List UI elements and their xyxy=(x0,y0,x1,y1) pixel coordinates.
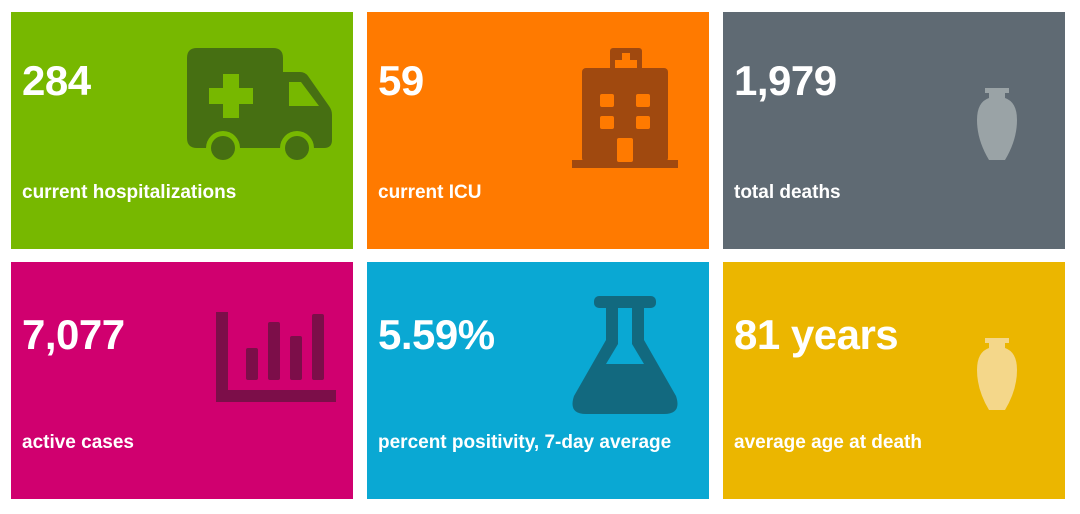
stat-value: 81 years xyxy=(734,311,899,358)
urn-icon xyxy=(977,338,1017,410)
stat-tile-average-age-at-death: 81 years average age at death xyxy=(723,262,1065,499)
ambulance-icon xyxy=(187,48,332,165)
stat-value: 59 xyxy=(378,57,424,104)
flask-icon xyxy=(572,296,678,414)
stat-tile-active-cases: 7,077 active cases xyxy=(11,262,353,499)
urn-icon xyxy=(977,88,1017,160)
stat-value: 7,077 xyxy=(22,311,125,358)
stat-value: 5.59% xyxy=(378,311,495,358)
stat-label: current hospitalizations xyxy=(22,182,237,203)
stat-label: current ICU xyxy=(378,182,482,203)
stat-label: total deaths xyxy=(734,182,841,203)
bar-chart-icon xyxy=(216,312,336,402)
stat-tile-percent-positivity: 5.59% percent positivity, 7-day average xyxy=(367,262,709,499)
stat-value: 1,979 xyxy=(734,57,837,104)
stat-value: 284 xyxy=(22,57,91,104)
stat-label: active cases xyxy=(22,432,134,453)
stat-label: percent positivity, 7-day average xyxy=(378,432,672,453)
stat-tile-hospitalizations: 284 current hospitalizations xyxy=(11,12,353,249)
hospital-icon xyxy=(572,48,678,168)
stat-label: average age at death xyxy=(734,432,922,453)
stat-tile-icu: 59 current ICU xyxy=(367,12,709,249)
stat-tile-total-deaths: 1,979 total deaths xyxy=(723,12,1065,249)
